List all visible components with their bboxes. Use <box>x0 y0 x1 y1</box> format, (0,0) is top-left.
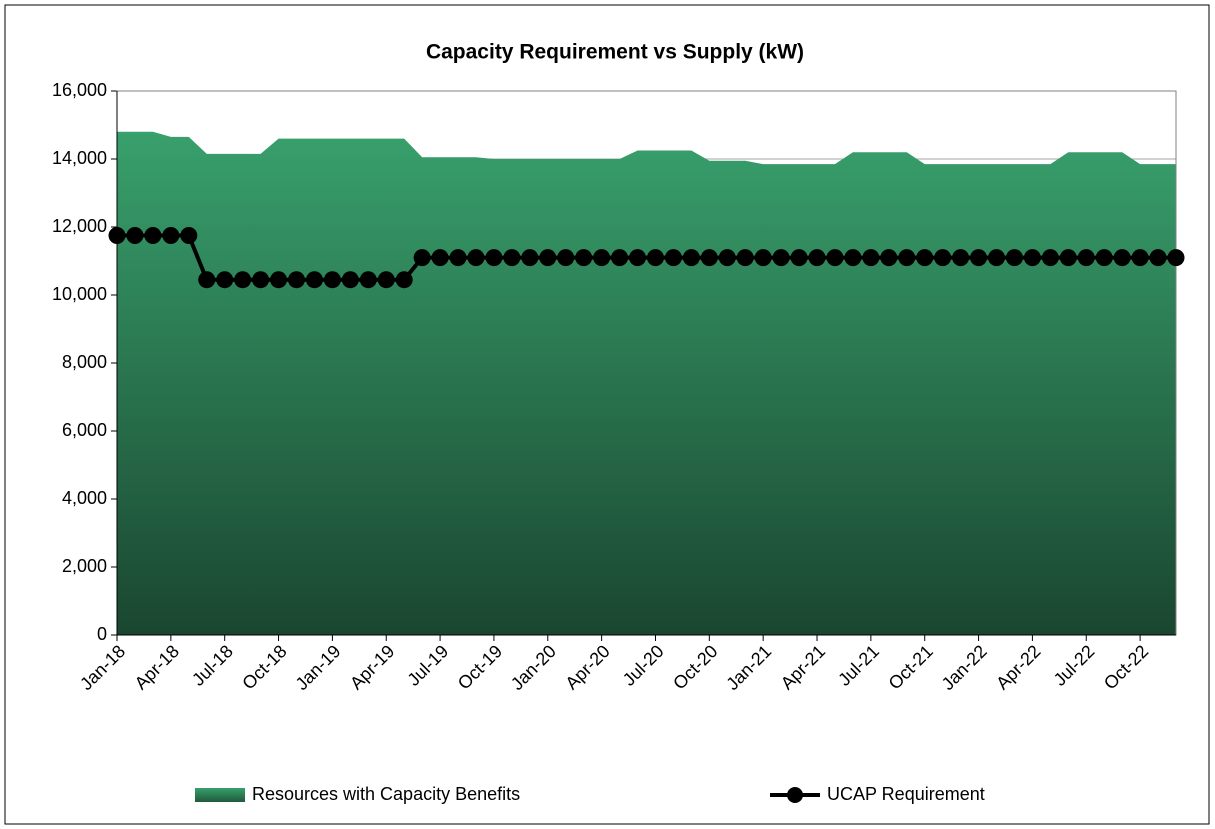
legend-marker <box>787 787 803 803</box>
y-tick-label: 6,000 <box>62 420 107 440</box>
marker <box>862 249 880 267</box>
marker <box>270 271 288 289</box>
marker <box>826 249 844 267</box>
marker <box>449 249 467 267</box>
marker <box>341 271 359 289</box>
y-tick-label: 2,000 <box>62 556 107 576</box>
marker <box>467 249 485 267</box>
marker <box>772 249 790 267</box>
marker <box>359 271 377 289</box>
marker <box>1167 249 1185 267</box>
y-tick-label: 12,000 <box>52 216 107 236</box>
marker <box>1131 249 1149 267</box>
y-tick-label: 8,000 <box>62 352 107 372</box>
marker <box>808 249 826 267</box>
chart-title: Capacity Requirement vs Supply (kW) <box>426 41 804 64</box>
marker <box>629 249 647 267</box>
legend-label: UCAP Requirement <box>827 784 985 804</box>
marker <box>162 227 180 244</box>
marker <box>1113 249 1131 267</box>
y-tick-label: 0 <box>97 624 107 644</box>
marker <box>611 249 629 267</box>
marker <box>323 271 341 289</box>
area <box>117 131 1176 636</box>
marker <box>664 249 682 267</box>
marker <box>575 249 593 267</box>
legend-label: Resources with Capacity Benefits <box>252 784 520 804</box>
marker <box>593 249 611 267</box>
y-tick-label: 4,000 <box>62 488 107 508</box>
marker <box>988 249 1006 267</box>
marker <box>916 249 934 267</box>
marker <box>180 227 198 244</box>
marker <box>970 249 988 267</box>
marker <box>216 271 234 289</box>
marker <box>700 249 718 267</box>
marker <box>682 249 700 267</box>
marker <box>646 249 664 267</box>
marker <box>431 249 449 267</box>
marker <box>1077 249 1095 267</box>
marker <box>952 249 970 267</box>
marker <box>1149 249 1167 267</box>
marker <box>287 271 305 289</box>
y-tick-label: 16,000 <box>52 80 107 100</box>
marker <box>934 249 952 267</box>
marker <box>521 249 539 267</box>
marker <box>1059 249 1077 267</box>
y-tick-label: 10,000 <box>52 284 107 304</box>
marker <box>144 227 162 244</box>
y-tick-label: 14,000 <box>52 148 107 168</box>
marker <box>252 271 270 289</box>
marker <box>539 249 557 267</box>
marker <box>503 249 521 267</box>
marker <box>844 249 862 267</box>
marker <box>413 249 431 267</box>
marker <box>1095 249 1113 267</box>
marker <box>108 227 126 244</box>
marker <box>377 271 395 289</box>
marker <box>198 271 216 289</box>
marker <box>305 271 323 289</box>
marker <box>880 249 898 267</box>
marker <box>1041 249 1059 267</box>
marker <box>1005 249 1023 267</box>
marker <box>395 271 413 289</box>
marker <box>485 249 503 267</box>
marker <box>234 271 252 289</box>
legend-swatch <box>195 788 245 802</box>
marker <box>790 249 808 267</box>
marker <box>126 227 144 244</box>
marker <box>718 249 736 267</box>
marker <box>736 249 754 267</box>
marker <box>898 249 916 267</box>
marker <box>754 249 772 267</box>
marker <box>557 249 575 267</box>
marker <box>1023 249 1041 267</box>
